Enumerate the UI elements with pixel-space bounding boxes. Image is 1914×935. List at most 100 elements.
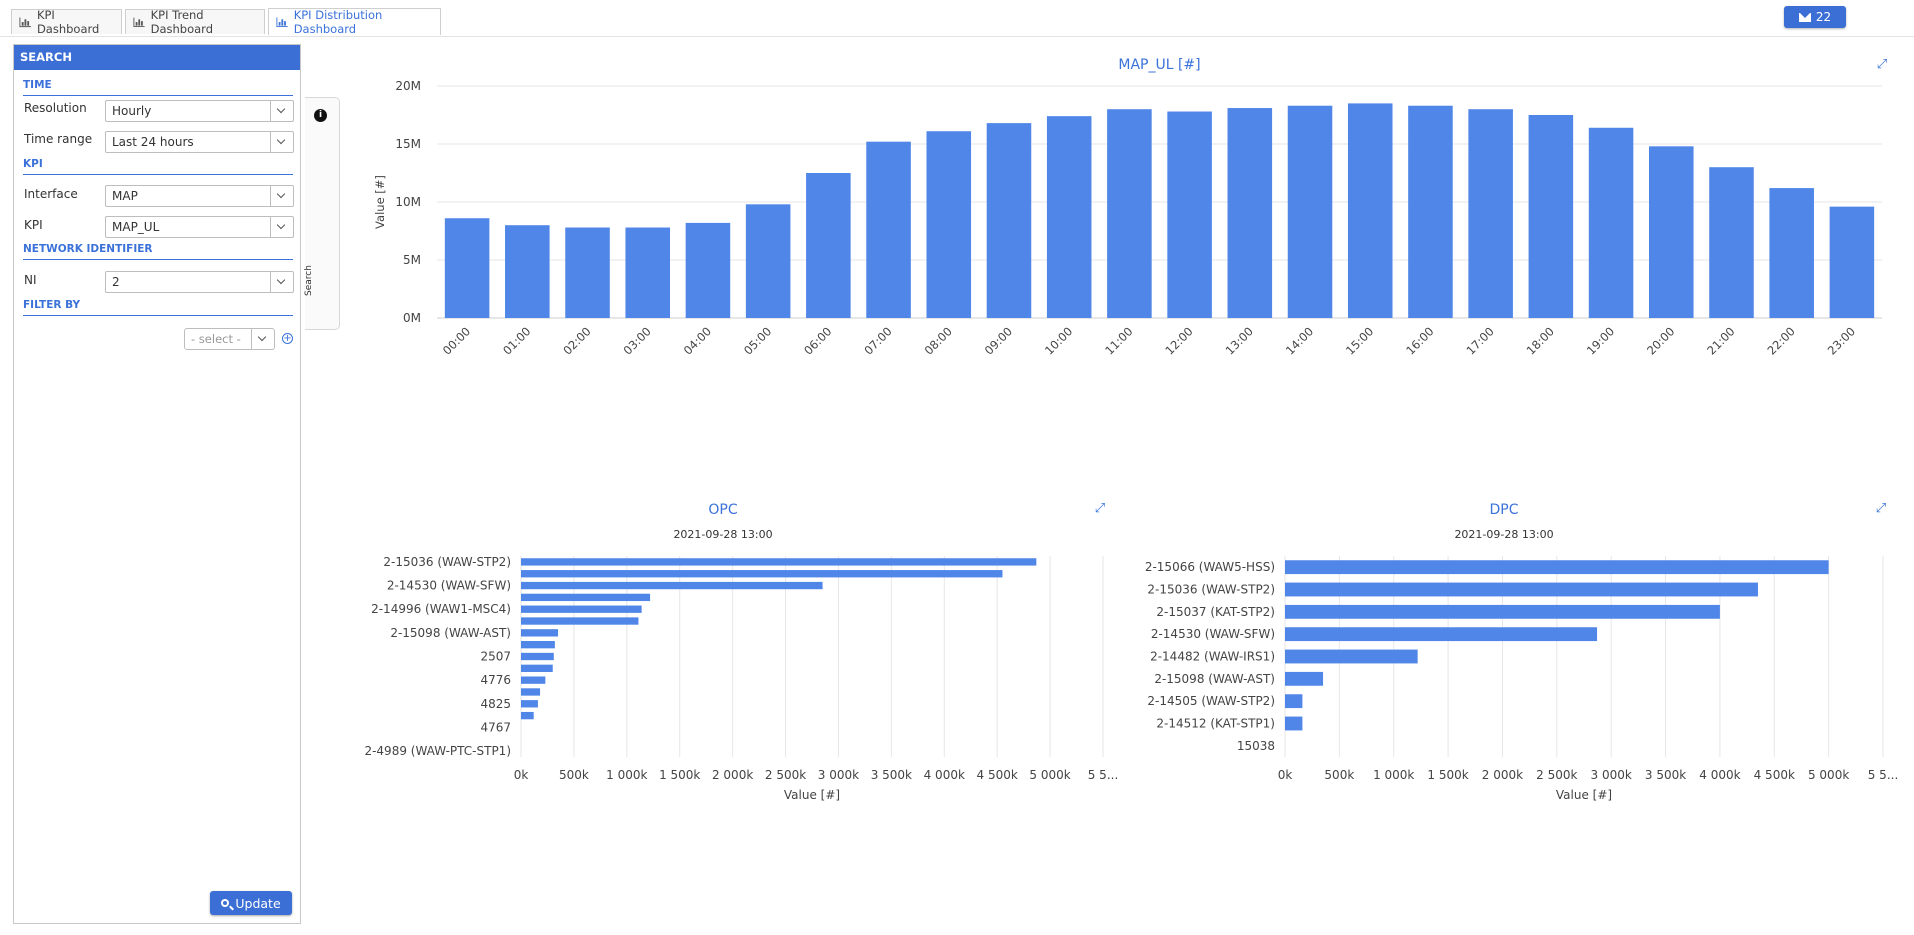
x-tick-label: 00:00 [440, 324, 473, 357]
ni-value: 2 [112, 275, 120, 289]
x-tick-label: 20:00 [1644, 324, 1677, 357]
bar [521, 581, 823, 590]
x-axis-label: Value [#] [784, 788, 840, 802]
bar [521, 558, 1037, 566]
x-tick-label: 11:00 [1102, 324, 1135, 357]
chart-title: OPC [708, 502, 737, 518]
bar [625, 227, 671, 318]
x-tick-label: 3 000k [818, 768, 859, 782]
bar [521, 688, 541, 696]
tab-label: KPI Dashboard [36, 8, 100, 36]
x-tick-label: 07:00 [861, 324, 894, 357]
y-tick-label: 15M [395, 137, 421, 151]
x-tick-label: 0k [1278, 768, 1293, 782]
x-tick-label: 03:00 [621, 324, 654, 357]
y-tick-label: 0M [403, 311, 421, 325]
bar [1829, 206, 1875, 318]
tab-label: KPI Distribution Dashboard [293, 8, 383, 36]
tab-kpi-dashboard[interactable]: KPI Dashboard [11, 8, 122, 36]
x-tick-label: 06:00 [801, 324, 834, 357]
bar [1227, 108, 1273, 318]
bar [745, 204, 791, 318]
x-tick-label: 4 500k [1754, 768, 1795, 782]
x-tick-label: 18:00 [1524, 324, 1557, 357]
x-tick-label: 19:00 [1584, 324, 1617, 357]
x-tick-label: 2 500k [1536, 768, 1577, 782]
add-filter-icon[interactable]: + [282, 333, 293, 344]
bar [521, 605, 642, 613]
x-tick-label: 23:00 [1825, 324, 1858, 357]
bar-chart-icon [133, 17, 145, 27]
chevron-down-icon[interactable] [270, 272, 293, 292]
expand-icon: ⤢ [1095, 501, 1105, 516]
chart-subtitle: 2021-09-28 13:00 [673, 528, 772, 541]
kpi-select[interactable]: MAP_UL [105, 216, 294, 238]
category-label: 2-15098 (WAW-AST) [390, 626, 511, 640]
chevron-down-icon[interactable] [270, 101, 293, 121]
chevron-down-icon[interactable] [270, 217, 293, 237]
bar [866, 141, 911, 318]
x-tick-label: 4 000k [1699, 768, 1740, 782]
bar [521, 629, 559, 637]
expand-icon: ⤢ [1876, 501, 1886, 516]
bar [1285, 560, 1829, 575]
category-label: 2-15066 (WAW5-HSS) [1145, 560, 1275, 574]
category-label: 4767 [480, 720, 511, 734]
resolution-value: Hourly [112, 104, 152, 118]
x-tick-label: 21:00 [1704, 324, 1737, 357]
envelope-icon [1798, 12, 1811, 22]
bar [1285, 582, 1758, 597]
info-icon[interactable]: i [314, 109, 327, 122]
tab-kpi-trend-dashboard[interactable]: KPI Trend Dashboard [125, 8, 265, 36]
x-tick-label: 1 500k [1427, 768, 1468, 782]
bar [521, 711, 534, 720]
y-tick-label: 10M [395, 195, 421, 209]
category-label: 2-15037 (KAT-STP2) [1156, 605, 1275, 619]
tab-kpi-distribution-dashboard[interactable]: KPI Distribution Dashboard [268, 8, 441, 36]
section-network-identifier: NETWORK IDENTIFIER [23, 243, 293, 260]
x-tick-label: 14:00 [1283, 324, 1316, 357]
chevron-down-icon[interactable] [251, 329, 274, 349]
category-label: 4776 [480, 673, 511, 687]
x-tick-label: 05:00 [741, 324, 774, 357]
bar [806, 173, 851, 318]
bar [1709, 167, 1754, 318]
bar [1769, 188, 1814, 318]
bar [685, 222, 731, 318]
x-tick-label: 5 5... [1868, 768, 1899, 782]
filter-select[interactable]: - select - [184, 328, 275, 350]
category-label: 2-15098 (WAW-AST) [1154, 672, 1275, 686]
chart-map-ul: 0M 5M 10M 15M 20M MAP_UL [#] Value [#] 00:00 01:… [373, 57, 1887, 358]
tab-bar: KPI Dashboard KPI Trend Dashboard KPI Di… [0, 0, 1914, 37]
interface-select[interactable]: MAP [105, 185, 294, 207]
bar-chart-icon [276, 17, 288, 27]
x-tick-label: 500k [559, 768, 589, 782]
chevron-down-icon[interactable] [270, 132, 293, 152]
notifications-button[interactable]: 22 [1784, 6, 1846, 28]
ni-select[interactable]: 2 [105, 271, 294, 293]
search-side-tab[interactable] [305, 97, 340, 330]
search-panel: SEARCH TIME Resolution Hourly Time range… [13, 44, 301, 924]
bar [565, 227, 610, 318]
bar [926, 131, 972, 318]
resolution-select[interactable]: Hourly [105, 100, 294, 122]
category-label: 2-14530 (WAW-SFW) [387, 579, 511, 593]
x-tick-label: 15:00 [1343, 324, 1376, 357]
x-tick-label: 3 000k [1591, 768, 1632, 782]
category-label: 2-14482 (WAW-IRS1) [1150, 650, 1275, 664]
bar [1285, 649, 1418, 664]
bar [1408, 105, 1453, 318]
bar-chart-icon [19, 16, 31, 27]
ni-label: NI [24, 273, 37, 287]
bar [444, 218, 490, 318]
x-tick-label: 0k [514, 768, 529, 782]
category-label: 15038 [1237, 739, 1275, 753]
interface-label: Interface [24, 187, 78, 201]
time-range-select[interactable]: Last 24 hours [105, 131, 294, 153]
update-button[interactable]: Update [210, 891, 292, 915]
update-label: Update [235, 895, 281, 911]
chevron-down-icon[interactable] [270, 186, 293, 206]
x-tick-label: 12:00 [1162, 324, 1195, 357]
x-tick-label: 02:00 [560, 324, 593, 357]
